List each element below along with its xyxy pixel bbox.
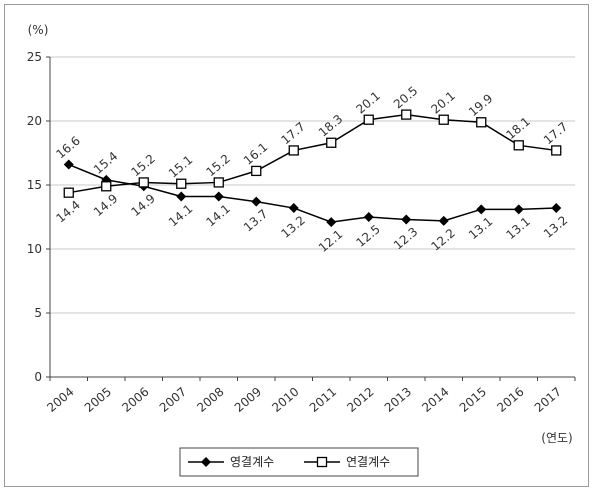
chart-frame [4,4,589,487]
data-labels-series-2: 14.4 14.9 15.2 15.1 15.2 16.1 17.7 18.3 20.1 20.5… [53,84,570,226]
x-tick-label: 2007 [157,385,189,415]
x-tick-label: 2013 [382,385,414,415]
axes [46,56,576,381]
data-label: 12.3 [391,225,420,253]
data-label: 14.4 [53,198,82,226]
series-2 [63,109,562,198]
data-label: 14.1 [166,202,195,230]
data-point [551,145,562,156]
data-point [326,137,337,148]
x-tick-label: 2012 [344,385,376,415]
data-label: 15.2 [128,151,157,179]
data-label: 20.5 [391,84,420,112]
x-tick-label: 2011 [307,385,339,415]
x-tick-label: 2015 [457,385,489,415]
x-tick-label: 2004 [44,385,76,415]
data-point [513,140,524,151]
series-line [68,113,557,194]
data-label: 17.7 [278,119,307,147]
data-label: 13.2 [278,213,307,241]
data-label: 12.1 [316,227,345,255]
data-point [438,215,449,226]
data-label: 12.2 [428,226,457,254]
data-point [551,203,562,214]
data-labels-series-1: 16.6 15.4 14.9 14.1 14.1 13.7 13.2 12.1 12.5 12.3… [53,134,570,255]
y-tick-label: 10 [27,242,42,256]
y-tick-label: 5 [34,306,42,320]
series-group: 16.6 15.4 14.9 14.1 14.1 13.7 13.2 12.1 12.5 12.3… [53,84,570,255]
x-axis-unit: (연도) [541,431,572,445]
data-point [438,114,449,125]
data-label: 20.1 [428,89,457,117]
x-tick-label: 2016 [494,385,526,415]
data-label: 15.1 [166,153,195,181]
data-label: 16.6 [53,134,82,162]
x-tick-label: 2008 [194,385,226,415]
data-label: 15.2 [203,151,232,179]
data-label: 14.1 [203,202,232,230]
data-label: 13.1 [503,214,532,242]
data-label: 20.1 [353,89,382,117]
data-point [138,177,149,188]
series-1 [63,159,562,228]
data-point [326,217,337,228]
data-label: 18.3 [316,112,345,140]
y-tick-label: 20 [27,114,42,128]
data-point [363,114,374,125]
legend: 영결계수 연결계수 [179,447,419,477]
data-label: 16.1 [241,140,270,168]
y-tick-labels: 0 5 10 15 20 25 [27,50,42,384]
data-point [63,159,74,170]
data-point [251,165,262,177]
data-point [476,204,487,215]
data-point [213,191,224,202]
data-label: 12.5 [353,222,382,250]
data-label: 18.1 [503,114,532,142]
x-tick-label: 2010 [269,385,301,415]
x-tick-label: 2005 [82,385,114,415]
data-point [63,187,74,198]
data-point [288,203,299,214]
data-point [101,181,112,192]
data-point [401,109,412,120]
data-point [513,204,524,215]
x-tick-label: 2014 [419,385,451,415]
data-label: 19.9 [466,91,495,119]
legend-marker [201,457,211,467]
x-tick-label: 2009 [232,385,264,415]
data-label: 14.9 [128,191,157,219]
x-tick-label: 2017 [532,385,564,415]
data-label: 14.9 [91,191,120,219]
legend-label: 연결계수 [346,455,390,469]
y-tick-label: 15 [27,178,42,192]
data-point [401,214,412,225]
legend-label: 영결계수 [230,455,274,469]
data-label: 13.2 [541,213,570,241]
data-point [251,196,262,207]
data-point [476,117,487,128]
data-point [176,178,187,189]
data-label: 15.4 [91,149,120,177]
x-tick-labels: 2004 2005 2006 2007 2008 2009 2010 2011 2012 2013… [44,385,564,415]
y-tick-label: 25 [27,50,42,64]
data-point [176,191,187,202]
x-tick-label: 2006 [119,385,151,415]
data-point [363,212,374,222]
y-axis-unit: (%) [28,23,49,37]
data-point [288,145,299,156]
data-label: 13.7 [241,207,270,235]
series-line [68,163,557,223]
legend-marker [316,456,328,468]
data-point [213,177,224,188]
grid-lines [50,56,575,314]
y-tick-label: 0 [34,370,42,384]
data-label: 13.1 [466,214,495,242]
data-label: 17.7 [541,119,570,147]
